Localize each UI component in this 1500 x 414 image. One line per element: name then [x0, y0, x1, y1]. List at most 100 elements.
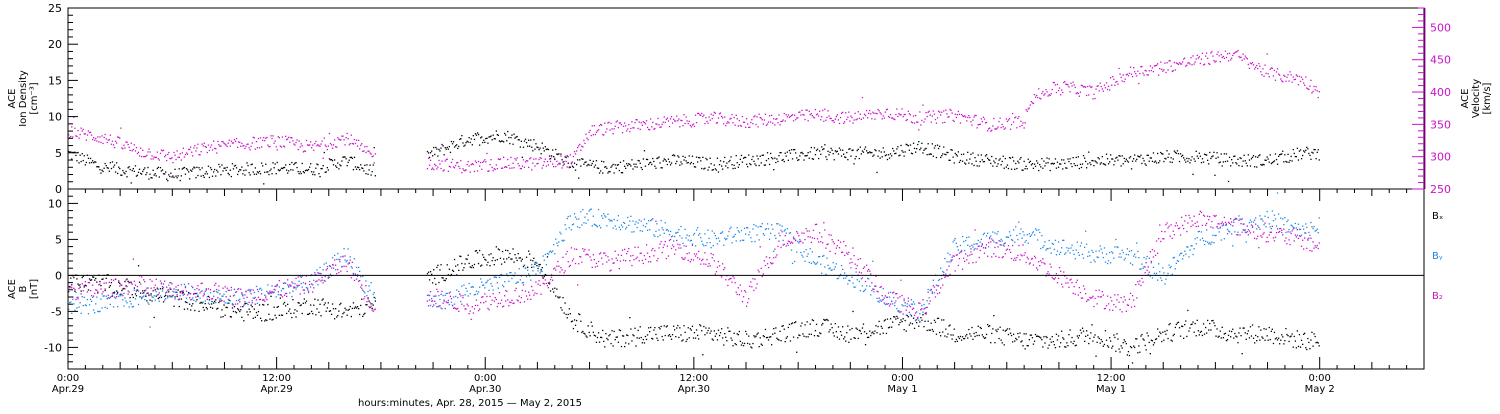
velocity-point	[176, 150, 178, 152]
by-point	[358, 266, 360, 269]
bz-point	[495, 298, 497, 301]
density-point	[1203, 153, 1206, 155]
velocity-point	[182, 147, 184, 149]
bx-point	[742, 345, 745, 347]
by-point	[1282, 218, 1284, 220]
density-point	[932, 155, 934, 157]
bx-point	[756, 333, 758, 335]
by-point	[1280, 217, 1282, 219]
bz-point	[235, 291, 238, 293]
density-point	[1228, 156, 1231, 158]
density-point	[829, 151, 831, 153]
by-point	[287, 284, 289, 286]
density-point	[1221, 165, 1223, 167]
density-point	[334, 159, 336, 161]
velocity-point	[500, 167, 503, 169]
bx-point	[124, 280, 126, 283]
density-point	[339, 164, 341, 166]
velocity-point	[911, 122, 914, 124]
bx-point	[1242, 327, 1244, 329]
density-point	[506, 140, 508, 142]
bx-point	[278, 314, 280, 316]
velocity-point	[1142, 72, 1144, 74]
velocity-point	[896, 108, 898, 110]
bx-point	[553, 291, 555, 293]
bx-point	[450, 273, 453, 276]
bx-point	[448, 268, 450, 270]
bx-point	[547, 282, 550, 284]
bx-point	[192, 303, 194, 305]
velocity-point	[616, 120, 618, 122]
velocity-point	[723, 123, 725, 125]
bx-point	[570, 321, 573, 323]
bz-point	[197, 285, 199, 287]
density-point	[824, 144, 826, 146]
velocity-point	[219, 145, 221, 147]
velocity-point	[1176, 62, 1179, 65]
bx-point	[932, 330, 934, 332]
density-point	[1220, 153, 1222, 155]
velocity-point	[996, 127, 998, 130]
density-point	[1027, 158, 1029, 160]
top-panel-marks	[68, 49, 1320, 185]
bx-point	[242, 306, 244, 308]
bx-point	[730, 337, 732, 339]
density-point	[909, 144, 912, 146]
density-point	[800, 152, 802, 154]
velocity-point	[469, 171, 471, 173]
bx-point	[826, 318, 828, 321]
bx-point	[511, 258, 513, 260]
velocity-point	[429, 159, 432, 161]
velocity-point	[963, 115, 965, 118]
bx-point	[1026, 345, 1028, 347]
velocity-point	[368, 150, 370, 152]
by-point	[969, 245, 971, 248]
bx-point	[215, 299, 217, 301]
density-point	[331, 160, 334, 162]
bz-point	[342, 256, 344, 258]
bz-point	[69, 287, 71, 289]
density-point	[1098, 158, 1100, 160]
by-point	[709, 242, 711, 244]
density-point	[726, 162, 728, 164]
bz-point	[435, 295, 437, 297]
velocity-point	[1055, 91, 1058, 94]
velocity-point	[134, 150, 137, 152]
bx-point	[1234, 332, 1236, 335]
velocity-point	[488, 170, 490, 172]
density-point	[433, 146, 435, 149]
velocity-point	[777, 122, 779, 124]
density-point	[877, 155, 879, 157]
bx-point	[960, 339, 963, 341]
density-point	[1046, 157, 1048, 159]
density-point	[980, 154, 982, 156]
bx-point	[536, 265, 538, 267]
velocity-point	[782, 119, 784, 121]
bx-point	[513, 261, 515, 263]
bx-point	[581, 331, 583, 334]
velocity-point	[836, 114, 838, 116]
by-point	[344, 259, 346, 261]
by-point	[102, 295, 104, 297]
velocity-point	[895, 113, 897, 116]
velocity-point	[856, 118, 858, 120]
bx-point	[1089, 337, 1091, 340]
density-point	[761, 154, 763, 156]
density-point	[668, 161, 671, 163]
by-point	[350, 266, 352, 268]
density-point	[475, 134, 478, 136]
by-point	[1292, 226, 1294, 228]
density-point	[924, 148, 926, 150]
bx-point	[757, 332, 759, 334]
velocity-point	[168, 151, 170, 154]
density-point	[1117, 159, 1119, 161]
by-point	[948, 261, 950, 263]
density-point	[732, 167, 734, 170]
bx-point	[1134, 346, 1136, 349]
bx-point	[516, 259, 518, 262]
density-point	[1149, 157, 1151, 159]
density-point	[509, 142, 511, 145]
velocity-point	[1226, 53, 1229, 55]
bx-point	[622, 335, 625, 337]
bx-point	[1275, 337, 1278, 339]
